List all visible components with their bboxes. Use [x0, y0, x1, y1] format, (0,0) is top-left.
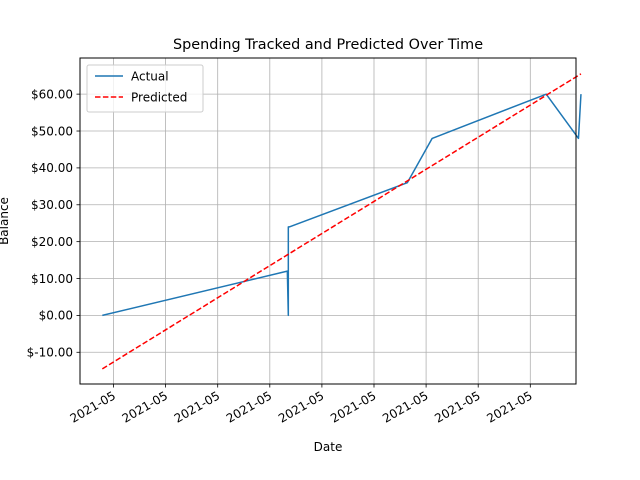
y-tick-label: $10.00: [31, 272, 73, 286]
series-line-predicted: [101, 73, 582, 370]
series-line-actual: [102, 93, 582, 317]
y-tick-label: $40.00: [31, 161, 73, 175]
y-tick-label: $60.00: [31, 87, 73, 101]
legend-label-predicted: Predicted: [131, 91, 187, 105]
legend-label-actual: Actual: [131, 70, 169, 84]
y-tick-label: $-10.00: [27, 346, 73, 360]
series-layer: [101, 73, 582, 370]
y-tick-label: $20.00: [31, 235, 73, 249]
chart-title: Spending Tracked and Predicted Over Time: [173, 37, 483, 53]
legend: Actual Predicted: [86, 64, 204, 113]
y-tick-label: $50.00: [31, 124, 73, 138]
y-axis: $-10.00 $0.00 $10.00 $20.00 $30.00 $40.00 $50.…: [27, 87, 80, 360]
y-tick-label: $0.00: [39, 309, 73, 323]
y-axis-title: Balance: [0, 197, 11, 245]
x-axis-title: Date: [314, 440, 343, 454]
y-tick-label: $30.00: [31, 198, 73, 212]
plot-area-frame: [79, 57, 577, 385]
